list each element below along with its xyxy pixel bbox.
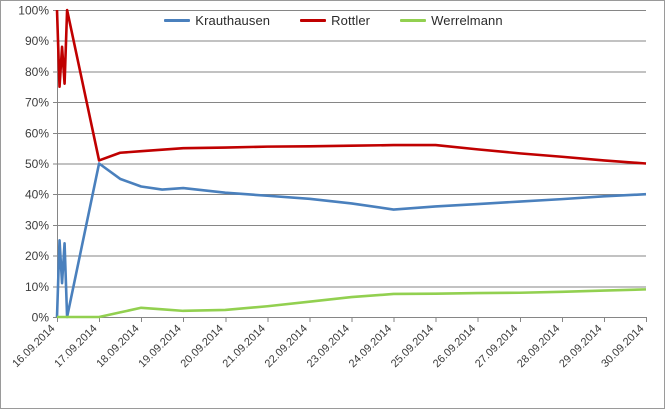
y-tick-label-10: 10% [25, 280, 49, 294]
y-tick-label-40: 40% [25, 188, 49, 202]
series-group [55, 8, 647, 319]
y-axis-group: 0% 10% 20% 30% 40% 50% 60% 70% 80% 90% 100% [18, 4, 58, 325]
x-tick-label-9: 25.09.2014 [389, 323, 436, 370]
y-tick-label-50: 50% [25, 157, 49, 171]
y-tick-label-30: 30% [25, 218, 49, 232]
x-tick-label-5: 21.09.2014 [221, 323, 268, 370]
x-tick-label-4: 20.09.2014 [178, 323, 225, 370]
series-line-krauthausen [55, 162, 647, 319]
x-tick-label-6: 22.09.2014 [263, 323, 310, 370]
y-tick-label-20: 20% [25, 249, 49, 263]
x-tick-label-13: 29.09.2014 [557, 323, 604, 370]
x-tick-label-8: 24.09.2014 [347, 323, 394, 370]
y-tick-label-0: 0% [32, 311, 50, 325]
y-tick-label-70: 70% [25, 96, 49, 110]
y-tick-label-90: 90% [25, 34, 49, 48]
x-tick-label-1: 17.09.2014 [52, 323, 99, 370]
y-tick-label-80: 80% [25, 65, 49, 79]
x-tick-label-3: 19.09.2014 [136, 323, 183, 370]
x-tick-label-10: 26.09.2014 [431, 323, 478, 370]
x-tick-label-7: 23.09.2014 [305, 323, 352, 370]
x-tick-label-11: 27.09.2014 [473, 323, 520, 370]
y-tick-label-100: 100% [18, 4, 49, 18]
x-tick-label-0: 16.09.2014 [10, 323, 57, 370]
gridlines-group [57, 10, 646, 318]
x-tick-label-2: 18.09.2014 [94, 323, 141, 370]
y-tick-label-60: 60% [25, 126, 49, 140]
series-line-rottler [55, 8, 647, 165]
x-axis-group: 16.09.201417.09.201418.09.201419.09.2014… [10, 317, 647, 370]
x-tick-label-12: 28.09.2014 [515, 323, 562, 370]
series-line-werrelmann [57, 288, 647, 319]
x-tick-label-14: 30.09.2014 [599, 323, 646, 370]
